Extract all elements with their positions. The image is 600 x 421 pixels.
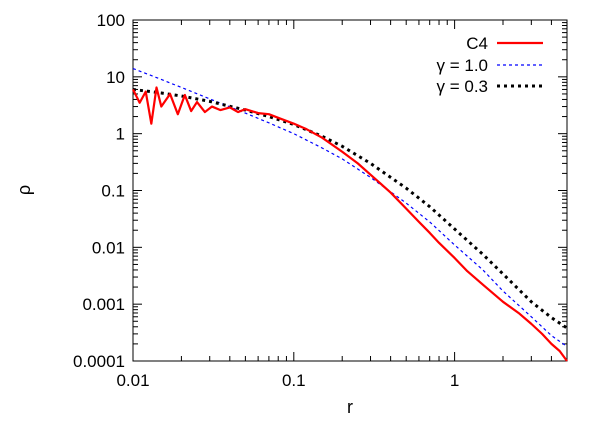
legend: C4 γ = 1.0 γ = 0.3 — [436, 34, 543, 96]
y-tick-label: 0.001 — [82, 295, 125, 314]
y-tick-label: 1 — [116, 125, 125, 144]
x-axis-label: r — [347, 397, 353, 417]
y-tick-label: 0.0001 — [73, 352, 125, 371]
x-tick-label: 0.01 — [116, 371, 149, 390]
y-tick-label: 100 — [97, 11, 125, 30]
legend-label: C4 — [466, 34, 488, 53]
series-line — [132, 87, 568, 330]
series-layer — [132, 67, 568, 362]
legend-label: γ = 1.0 — [436, 56, 488, 75]
y-axis-label: ρ — [14, 185, 34, 195]
x-tick-label: 0.1 — [282, 371, 306, 390]
series-line — [132, 67, 568, 347]
y-tick-label: 0.01 — [92, 238, 125, 257]
series-line — [132, 86, 568, 362]
axis-tick-labels: 0.01 0.1 1 0.0001 0.001 0.01 0.1 1 10 100 — [73, 11, 459, 390]
legend-label: γ = 0.3 — [436, 77, 488, 96]
plot-frame — [132, 19, 568, 362]
axis-ticks — [132, 19, 568, 362]
y-tick-label: 10 — [106, 68, 125, 87]
y-tick-label: 0.1 — [101, 182, 125, 201]
x-tick-label: 1 — [450, 371, 459, 390]
